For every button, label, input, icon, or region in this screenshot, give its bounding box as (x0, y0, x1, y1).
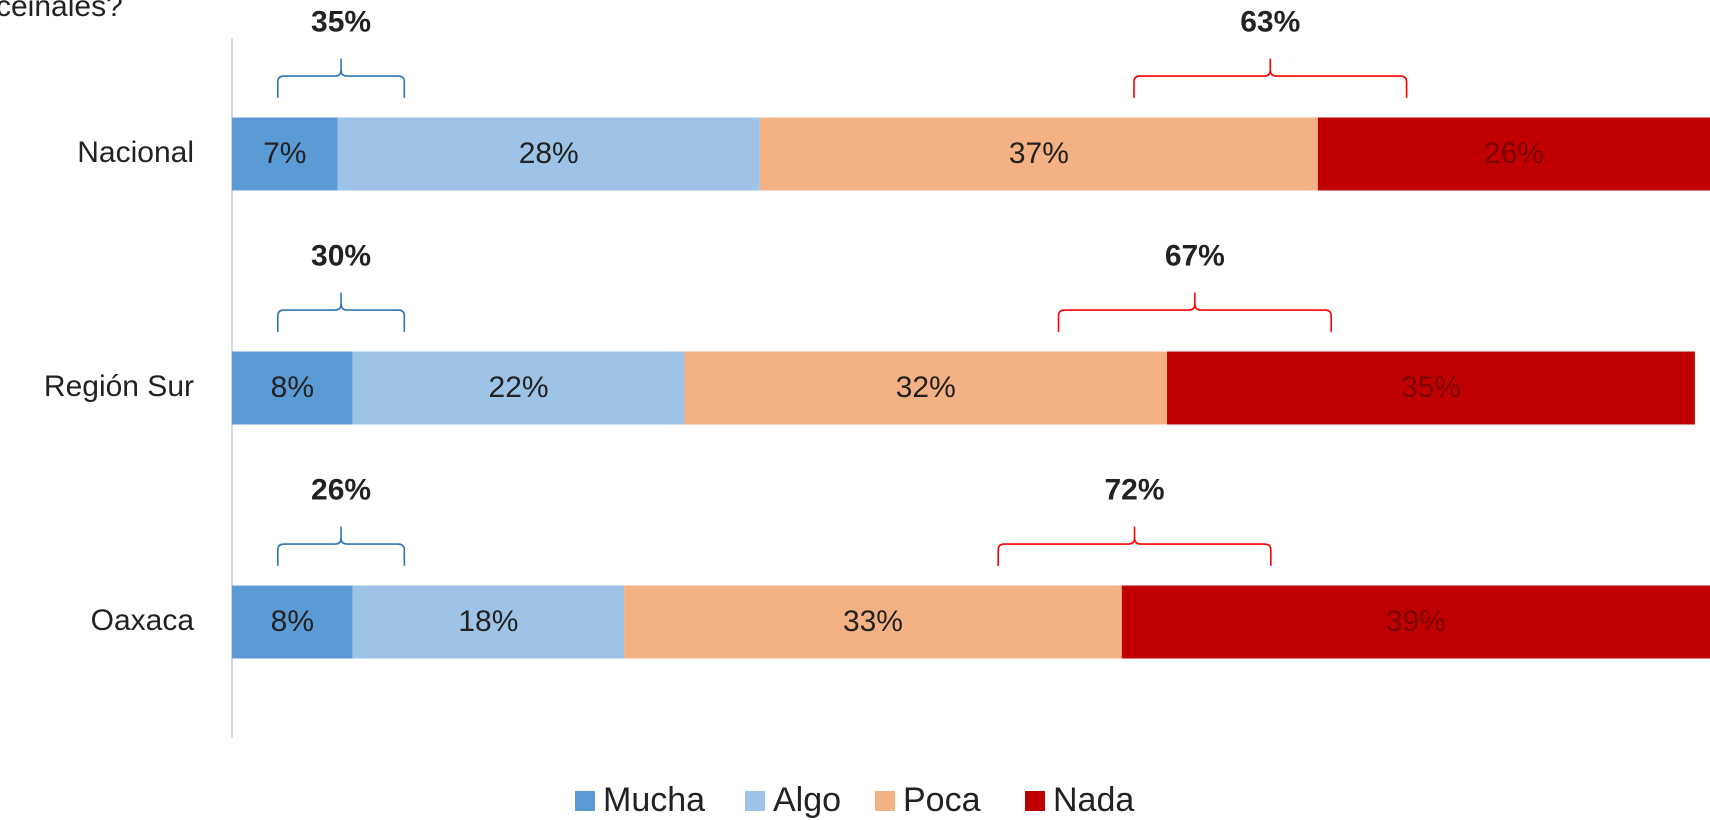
bar-segment (232, 117, 338, 191)
legend: Mucha Algo Poca Nada (575, 781, 1134, 819)
bar-segment (1167, 351, 1695, 425)
bar-value-label: 28% (519, 137, 579, 170)
bar-segment (684, 351, 1168, 425)
category-label: Oaxaca (91, 604, 195, 637)
bracket (277, 292, 406, 332)
legend-label: Mucha (603, 781, 705, 819)
bracket-label: 67% (1165, 240, 1225, 273)
bracket-label: 72% (1104, 474, 1164, 507)
bracket (277, 526, 406, 566)
bracket-label: 30% (311, 240, 371, 273)
legend-label: Poca (903, 781, 981, 819)
bar-value-label: 39% (1386, 605, 1446, 638)
bar-value-label: 22% (489, 371, 549, 404)
bar-segment (352, 585, 625, 659)
bar-segment (759, 117, 1318, 191)
bracket (1057, 292, 1332, 332)
legend-label: Algo (773, 781, 841, 819)
bar-value-label: 7% (263, 137, 306, 170)
bar-segment (624, 585, 1122, 659)
bracket-label: 63% (1240, 6, 1300, 39)
bar-segment (352, 351, 685, 425)
bar-value-label: 26% (1484, 137, 1544, 170)
bar-value-label: 35% (1401, 371, 1461, 404)
bar-segment (1121, 585, 1710, 659)
bar-segment (232, 585, 353, 659)
chart-title: ceinales? (0, 0, 123, 23)
bar-value-label: 32% (896, 371, 956, 404)
bar-value-label: 18% (458, 605, 518, 638)
bracket-label: 35% (311, 6, 371, 39)
bar-value-label: 37% (1009, 137, 1069, 170)
category-label: Región Sur (44, 370, 194, 403)
bracket (997, 526, 1272, 566)
legend-swatch (875, 791, 895, 811)
bar-segment (232, 351, 353, 425)
legend-label: Nada (1053, 781, 1134, 819)
bar-value-label: 33% (843, 605, 903, 638)
bar-segment (1317, 117, 1710, 191)
legend-swatch (745, 791, 765, 811)
bar-value-label: 8% (271, 371, 314, 404)
bracket (277, 58, 406, 98)
bracket-label: 26% (311, 474, 371, 507)
legend-swatch (1025, 791, 1045, 811)
category-label: Nacional (77, 136, 194, 169)
bar-value-label: 8% (271, 605, 314, 638)
legend-swatch (575, 791, 595, 811)
bracket (1133, 58, 1408, 98)
bar-segment (337, 117, 760, 191)
